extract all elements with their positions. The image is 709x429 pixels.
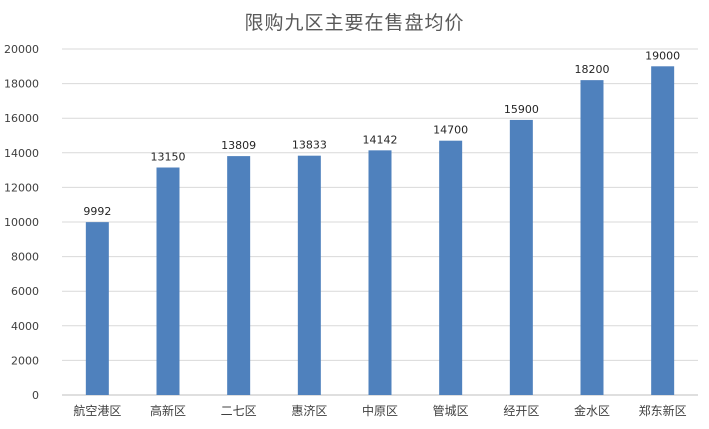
x-axis-categories: 航空港区 高新区 二七区 惠济区 中原区 管城区 经开区 金水区 郑东新区 [73,403,686,418]
y-tick-label: 16000 [4,112,39,125]
bar-value-label: 19000 [645,49,680,62]
bar [580,80,604,395]
bar-value-label: 18200 [575,63,610,76]
x-category-label: 郑东新区 [639,403,687,418]
y-tick-label: 2000 [11,354,39,367]
y-tick-label: 6000 [11,285,39,298]
x-category-label: 中原区 [362,403,398,418]
y-tick-label: 18000 [4,78,39,91]
bar [156,167,180,395]
bar-value-label: 13833 [292,139,327,152]
y-tick-label: 14000 [4,147,39,160]
chart-title: 限购九区主要在售盘均价 [244,12,465,34]
x-category-label: 高新区 [150,403,186,418]
x-category-label: 管城区 [433,403,469,418]
y-tick-label: 20000 [4,43,39,56]
bar-value-label: 14700 [433,124,468,137]
bar-value-label: 13809 [221,139,256,152]
bars [85,66,675,396]
bar-value-label: 9992 [83,205,111,218]
x-category-label: 航空港区 [73,403,121,418]
x-category-label: 经开区 [503,404,539,418]
y-tick-label: 12000 [4,181,39,194]
x-category-label: 二七区 [221,404,257,418]
y-tick-label: 0 [32,389,39,402]
y-tick-label: 8000 [11,251,39,264]
bar-value-label: 15900 [504,103,539,116]
y-axis-ticks: 0 2000 4000 6000 8000 10000 12000 14000 16000 180… [4,43,39,402]
bar [85,222,109,395]
bar [439,140,463,395]
bar [368,150,392,395]
bar-value-label: 13150 [151,151,186,164]
bar [651,66,675,396]
y-tick-label: 10000 [4,216,39,229]
bar [297,155,321,395]
bar-value-label: 14142 [363,133,398,146]
x-category-label: 惠济区 [291,403,327,418]
data-labels: 9992 13150 13809 13833 14142 14700 15900 18200 1… [83,49,680,218]
x-category-label: 金水区 [574,403,610,418]
y-tick-label: 4000 [11,320,39,333]
bar [509,119,533,396]
bar [227,156,251,395]
